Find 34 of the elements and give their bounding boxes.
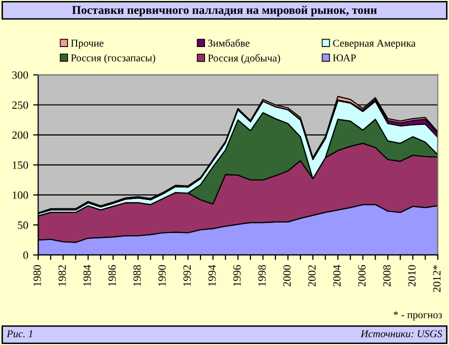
legend-label: Прочие — [70, 40, 104, 49]
legend-label: Зимбабве — [208, 39, 250, 47]
x-tick-label: 1980 — [33, 265, 41, 286]
text: Источники: USGS — [360, 330, 442, 338]
y-tick-label: 0 — [23, 251, 28, 259]
x-tick-label: 2012* — [433, 265, 441, 292]
x-tick-label: 2002 — [308, 265, 316, 286]
x-tick-label: 1986 — [108, 265, 116, 286]
y-tick-label: 300 — [12, 71, 28, 79]
x-tick-label: 1982 — [58, 265, 66, 286]
y-tick-label: 250 — [12, 101, 28, 109]
legend-label: Северная Америка — [333, 40, 416, 49]
x-tick-label: 2004 — [333, 264, 341, 286]
y-tick-label: 100 — [12, 191, 28, 199]
legend-label: Россия (добыча) — [208, 54, 280, 64]
x-tick-label: 1990 — [158, 265, 166, 286]
x-tick-label: 1992 — [183, 265, 191, 286]
text: Рис. 1 — [6, 330, 32, 338]
x-tick-label: 2010 — [408, 265, 416, 286]
x-tick-label: 2000 — [283, 265, 291, 286]
y-tick-label: 50 — [18, 221, 28, 229]
x-tick-label: 1988 — [133, 265, 141, 286]
x-tick-label: 1984 — [83, 264, 91, 286]
x-tick-label: 2008 — [383, 265, 391, 286]
x-tick-label: 1996 — [233, 265, 241, 286]
chart-title: Поставки первичного палладия на мировой рынок, тонн — [72, 6, 377, 16]
y-tick-label: 200 — [12, 131, 28, 139]
x-tick-label: 1998 — [258, 265, 266, 286]
x-tick-label: 2006 — [358, 265, 366, 286]
x-tick-label: 1994 — [208, 264, 216, 286]
text: * - прогноз — [394, 311, 442, 320]
y-tick-label: 150 — [12, 161, 28, 169]
legend-label: Россия (госзапасы) — [70, 54, 156, 64]
legend-label: ЮАР — [332, 54, 356, 62]
